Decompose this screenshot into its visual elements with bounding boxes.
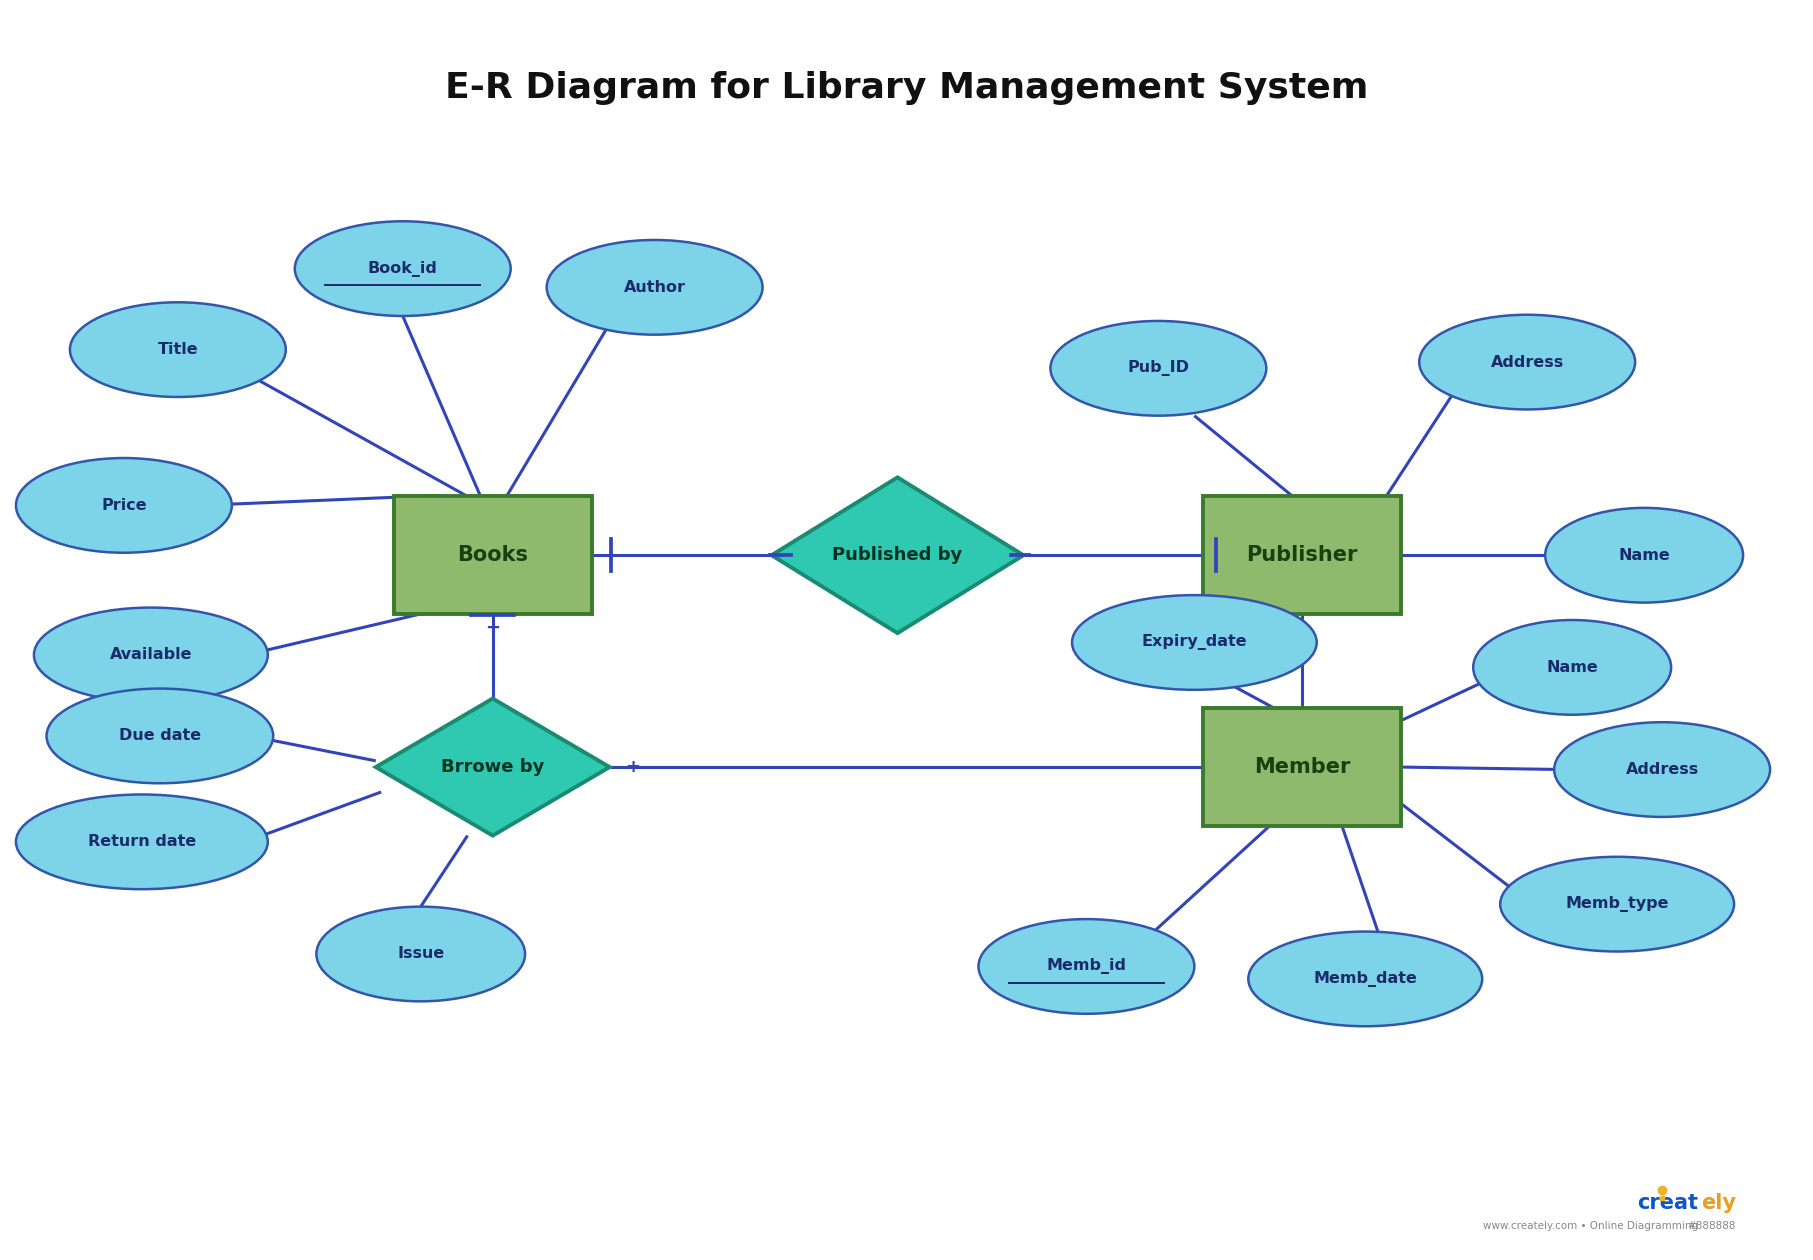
Text: creat: creat [1637,1193,1699,1213]
Ellipse shape [1499,857,1733,951]
FancyBboxPatch shape [1204,496,1401,615]
Text: Name: Name [1546,660,1597,675]
Ellipse shape [16,459,232,553]
Ellipse shape [1545,508,1742,602]
Ellipse shape [317,907,526,1002]
Text: Brrowe by: Brrowe by [441,759,544,776]
Text: Address: Address [1626,762,1699,777]
Ellipse shape [548,239,763,335]
Ellipse shape [71,302,286,397]
Text: Name: Name [1619,548,1670,563]
Text: Pub_ID: Pub_ID [1128,360,1189,377]
Text: Memb_type: Memb_type [1565,896,1670,912]
Text: Issue: Issue [397,946,444,961]
Ellipse shape [34,607,268,702]
Text: Memb_id: Memb_id [1046,959,1126,974]
Text: Due date: Due date [120,728,201,743]
Text: Author: Author [624,280,685,295]
Text: #888888: #888888 [1688,1221,1735,1231]
Text: Books: Books [457,546,528,566]
FancyBboxPatch shape [393,496,591,615]
Text: +: + [625,759,640,776]
Text: Address: Address [1490,354,1565,369]
Ellipse shape [1249,931,1483,1026]
FancyBboxPatch shape [1204,708,1401,827]
Text: Publisher: Publisher [1247,546,1358,566]
Text: Available: Available [109,648,192,663]
Text: Book_id: Book_id [368,261,437,277]
Text: Title: Title [158,343,198,357]
Text: +: + [486,619,500,636]
Text: Return date: Return date [87,834,196,849]
Text: Member: Member [1255,757,1351,777]
Ellipse shape [1554,722,1769,816]
Ellipse shape [16,795,268,890]
Text: www.creately.com • Online Diagramming: www.creately.com • Online Diagramming [1483,1221,1699,1231]
Ellipse shape [1071,595,1316,689]
Ellipse shape [47,688,274,784]
Text: E-R Diagram for Library Management System: E-R Diagram for Library Management Syste… [444,71,1369,105]
Polygon shape [772,478,1024,633]
Text: Published by: Published by [832,547,963,564]
Ellipse shape [296,222,511,316]
Ellipse shape [979,919,1195,1014]
Ellipse shape [1050,321,1265,416]
Text: Expiry_date: Expiry_date [1142,635,1247,650]
Polygon shape [375,698,609,835]
Ellipse shape [1420,315,1635,410]
Text: ely: ely [1701,1193,1735,1213]
Text: Price: Price [102,498,147,513]
Ellipse shape [1474,620,1672,714]
Text: Memb_date: Memb_date [1313,971,1418,987]
